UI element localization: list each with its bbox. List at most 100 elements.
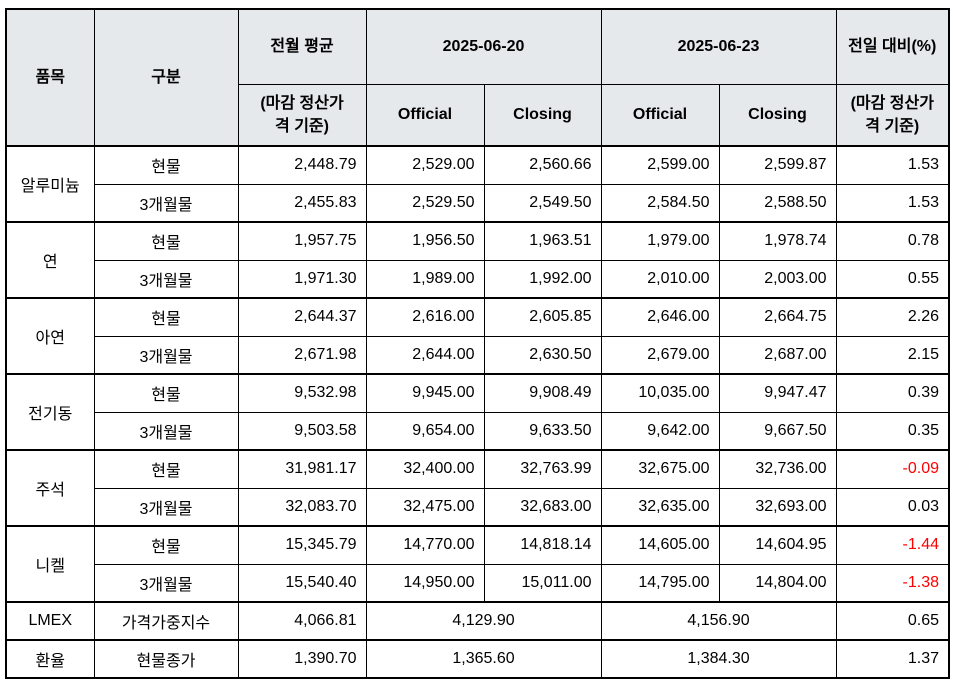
d1-closing-cell: 1,992.00 [483, 259, 602, 299]
d2-official-cell: 10,035.00 [600, 373, 720, 413]
d2-closing-cell: 9,947.47 [718, 373, 837, 413]
d2-merged-cell: 1,384.30 [600, 639, 837, 679]
d2-closing-cell: 14,804.00 [718, 563, 837, 603]
item-cell: 니켈 [5, 525, 95, 603]
dod-cell: 2.15 [835, 335, 950, 375]
d2-official-cell: 2,599.00 [600, 145, 720, 185]
d1-official-cell: 14,950.00 [365, 563, 485, 603]
d1-merged-cell: 1,365.60 [365, 639, 602, 679]
prev-avg-cell: 2,671.98 [237, 335, 367, 375]
dod-cell: 1.53 [835, 145, 950, 185]
d1-official-cell: 14,770.00 [365, 525, 485, 565]
header-dod: 전일 대비(%) [835, 8, 950, 85]
dod-cell: 0.35 [835, 411, 950, 451]
header-date2-closing: Closing [718, 83, 837, 147]
category-cell: 3개월물 [93, 259, 239, 299]
prev-avg-cell: 4,066.81 [237, 601, 367, 641]
dod-cell: 2.26 [835, 297, 950, 337]
d1-closing-cell: 1,963.51 [483, 221, 602, 261]
header-date2-official: Official [600, 83, 720, 147]
d2-official-cell: 9,642.00 [600, 411, 720, 451]
header-prev-avg: 전월 평균 [237, 8, 367, 85]
category-cell: 3개월물 [93, 335, 239, 375]
prev-avg-cell: 31,981.17 [237, 449, 367, 489]
prev-avg-cell: 15,345.79 [237, 525, 367, 565]
d1-closing-cell: 2,560.66 [483, 145, 602, 185]
dod-cell: 1.37 [835, 639, 950, 679]
prev-avg-cell: 2,455.83 [237, 183, 367, 223]
prev-avg-cell: 1,390.70 [237, 639, 367, 679]
d1-closing-cell: 2,630.50 [483, 335, 602, 375]
d1-official-cell: 32,475.00 [365, 487, 485, 527]
header-prev-avg-sub-line2: 격 기준) [275, 117, 329, 135]
dod-cell: 0.03 [835, 487, 950, 527]
category-cell: 현물 [93, 525, 239, 565]
prev-avg-cell: 9,503.58 [237, 411, 367, 451]
d2-official-cell: 32,635.00 [600, 487, 720, 527]
item-cell: LMEX [5, 601, 95, 641]
header-date1: 2025-06-20 [365, 8, 602, 85]
d1-closing-cell: 2,549.50 [483, 183, 602, 223]
d1-closing-cell: 15,011.00 [483, 563, 602, 603]
category-cell: 현물 [93, 373, 239, 413]
category-cell: 현물 [93, 297, 239, 337]
header-category: 구분 [93, 8, 239, 147]
category-cell: 3개월물 [93, 411, 239, 451]
d2-official-cell: 2,646.00 [600, 297, 720, 337]
table-row: 아연 현물 2,644.37 2,616.00 2,605.85 2,646.0… [5, 297, 950, 375]
header-dod-sub-line1: (마감 정산가 [850, 94, 934, 112]
d2-closing-cell: 9,667.50 [718, 411, 837, 451]
dod-cell: -1.38 [835, 563, 950, 603]
d2-closing-cell: 2,664.75 [718, 297, 837, 337]
category-cell: 현물종가 [93, 639, 239, 679]
d2-official-cell: 14,605.00 [600, 525, 720, 565]
category-cell: 현물 [93, 449, 239, 489]
d2-official-cell: 2,010.00 [600, 259, 720, 299]
d1-official-cell: 2,529.00 [365, 145, 485, 185]
lme-price-table: 품목 구분 전월 평균 2025-06-20 2025-06-23 전일 대비(… [5, 8, 950, 679]
table-row: 연 현물 1,957.75 1,956.50 1,963.51 1,979.00… [5, 221, 950, 299]
category-cell: 가격가중지수 [93, 601, 239, 641]
table-row: 3개월물 32,083.70 32,475.00 32,683.00 32,63… [6, 487, 950, 527]
header-item: 품목 [5, 8, 95, 147]
dod-cell: -0.09 [835, 449, 950, 489]
d2-merged-cell: 4,156.90 [600, 601, 837, 641]
item-cell: 연 [5, 221, 95, 299]
d1-merged-cell: 4,129.90 [365, 601, 602, 641]
prev-avg-cell: 2,448.79 [237, 145, 367, 185]
category-cell: 3개월물 [93, 183, 239, 223]
table-row: 3개월물 2,671.98 2,644.00 2,630.50 2,679.00… [6, 335, 950, 375]
d1-official-cell: 9,654.00 [365, 411, 485, 451]
dod-cell: 0.39 [835, 373, 950, 413]
d1-closing-cell: 2,605.85 [483, 297, 602, 337]
d2-closing-cell: 2,003.00 [718, 259, 837, 299]
header-prev-avg-sub-line1: (마감 정산가 [260, 94, 344, 112]
dod-cell: 0.78 [835, 221, 950, 261]
item-cell: 주석 [5, 449, 95, 527]
prev-avg-cell: 15,540.40 [237, 563, 367, 603]
item-cell: 전기동 [5, 373, 95, 451]
table-row-lmex: LMEX 가격가중지수 4,066.81 4,129.90 4,156.90 0… [5, 601, 950, 641]
header-dod-sub-line2: 격 기준) [865, 117, 920, 135]
d1-closing-cell: 32,683.00 [483, 487, 602, 527]
d2-closing-cell: 2,588.50 [718, 183, 837, 223]
d1-closing-cell: 9,908.49 [483, 373, 602, 413]
prev-avg-cell: 1,971.30 [237, 259, 367, 299]
d2-closing-cell: 2,687.00 [718, 335, 837, 375]
d2-official-cell: 1,979.00 [600, 221, 720, 261]
d1-official-cell: 9,945.00 [365, 373, 485, 413]
prev-avg-cell: 1,957.75 [237, 221, 367, 261]
category-cell: 3개월물 [93, 487, 239, 527]
d1-closing-cell: 14,818.14 [483, 525, 602, 565]
d2-official-cell: 2,679.00 [600, 335, 720, 375]
d2-official-cell: 14,795.00 [600, 563, 720, 603]
prev-avg-cell: 32,083.70 [237, 487, 367, 527]
table-row: 니켈 현물 15,345.79 14,770.00 14,818.14 14,6… [5, 525, 950, 603]
table-row-exchange-rate: 환율 현물종가 1,390.70 1,365.60 1,384.30 1.37 [5, 639, 950, 679]
d1-official-cell: 2,616.00 [365, 297, 485, 337]
header-date1-official: Official [365, 83, 485, 147]
d2-official-cell: 32,675.00 [600, 449, 720, 489]
dod-cell: 1.53 [835, 183, 950, 223]
